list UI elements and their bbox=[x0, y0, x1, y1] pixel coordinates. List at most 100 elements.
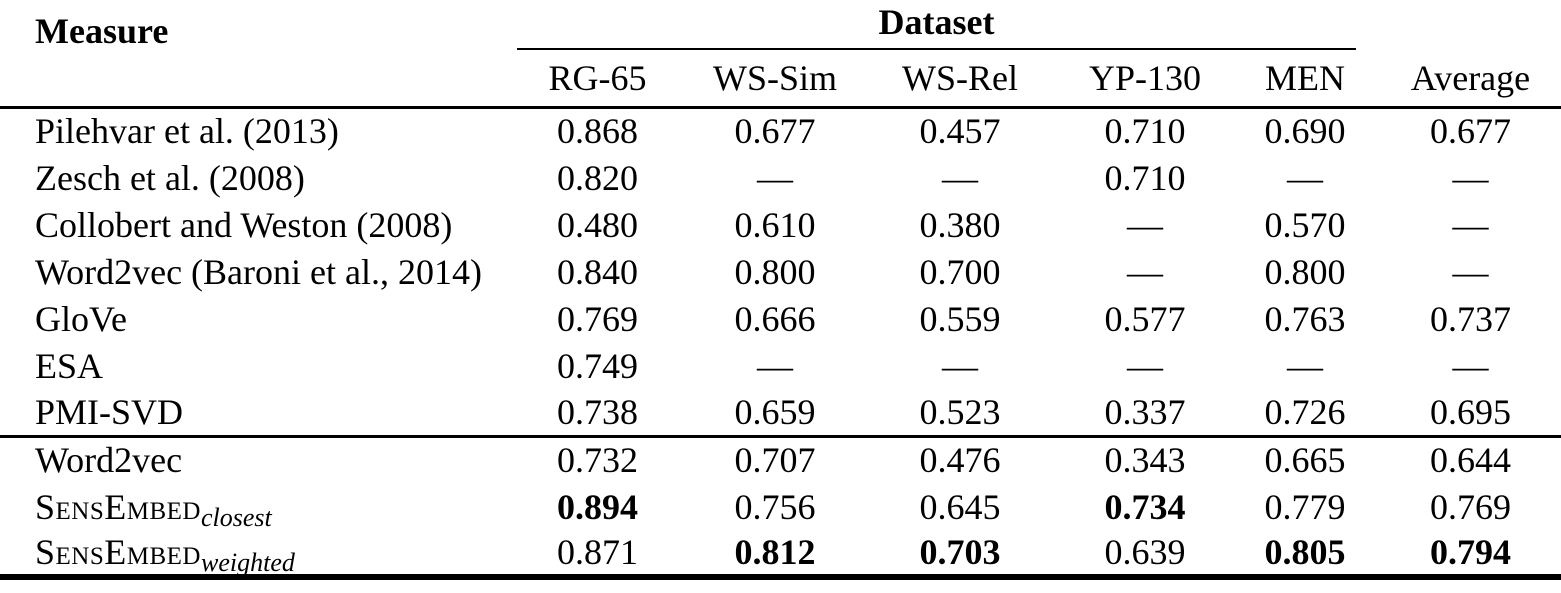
cell-value: 0.737 bbox=[1430, 298, 1512, 339]
column-header-rg65: RG-65 bbox=[505, 50, 690, 109]
cell-value: 0.710 bbox=[1104, 111, 1186, 152]
row-label: SensEmbedclosest bbox=[0, 483, 505, 532]
results-table: Measure Dataset RG-65 WS-Sim WS-Rel YP-1… bbox=[0, 0, 1561, 580]
cell-value: — bbox=[1452, 157, 1489, 198]
cell-value: 0.570 bbox=[1264, 204, 1346, 245]
cell-value: 0.779 bbox=[1264, 486, 1346, 527]
cell-value: — bbox=[1127, 345, 1163, 386]
cell-value: 0.820 bbox=[557, 157, 638, 198]
cell-value: 0.690 bbox=[1264, 111, 1346, 152]
column-header-row: RG-65 WS-Sim WS-Rel YP-130 MEN Average bbox=[0, 50, 1561, 109]
table-header: Measure Dataset RG-65 WS-Sim WS-Rel YP-1… bbox=[0, 0, 1561, 109]
cell-value: — bbox=[1452, 345, 1489, 386]
cell-value: — bbox=[942, 345, 978, 386]
column-header-wssim: WS-Sim bbox=[690, 50, 860, 109]
table-row: Word2vec 0.732 0.707 0.476 0.343 0.665 0… bbox=[0, 436, 1561, 483]
cell-value: — bbox=[757, 345, 793, 386]
header-group-row: Measure Dataset bbox=[0, 0, 1561, 109]
cell-value: 0.577 bbox=[1104, 298, 1186, 339]
cell-value: 0.800 bbox=[734, 251, 816, 292]
row-label: Word2vec (Baroni et al., 2014) bbox=[35, 251, 482, 292]
cell-value: 0.794 bbox=[1380, 530, 1561, 580]
cell-value: 0.677 bbox=[1430, 111, 1512, 152]
cell-value: 0.800 bbox=[1264, 251, 1346, 292]
table-row: Word2vec (Baroni et al., 2014) 0.840 0.8… bbox=[0, 248, 1561, 295]
cell-value: 0.343 bbox=[1104, 440, 1186, 481]
cell-value: 0.710 bbox=[1104, 157, 1186, 198]
cell-value: 0.871 bbox=[505, 530, 690, 580]
cell-value: 0.480 bbox=[557, 204, 638, 245]
cell-value: 0.665 bbox=[1264, 440, 1346, 481]
table-row: Pilehvar et al. (2013) 0.868 0.677 0.457… bbox=[0, 107, 1561, 154]
cell-value: 0.666 bbox=[734, 298, 816, 339]
cell-value: 0.645 bbox=[919, 486, 1001, 527]
dataset-group-header: Dataset bbox=[505, 0, 1380, 50]
cell-value: 0.523 bbox=[860, 389, 1060, 438]
sensembed-variant: weighted bbox=[200, 548, 295, 577]
section-sensembed-systems: Word2vec 0.732 0.707 0.476 0.343 0.665 0… bbox=[0, 436, 1561, 580]
sensembed-name: SensEmbed bbox=[35, 532, 201, 572]
measure-column-header: Measure bbox=[0, 0, 505, 109]
cell-value: 0.457 bbox=[919, 111, 1001, 152]
dataset-group-label: Dataset bbox=[878, 2, 995, 42]
cell-value: 0.677 bbox=[734, 111, 816, 152]
row-label: PMI-SVD bbox=[0, 389, 505, 438]
cell-value: 0.769 bbox=[557, 298, 638, 339]
cell-value: 0.559 bbox=[919, 298, 1001, 339]
section-comparison-systems: Pilehvar et al. (2013) 0.868 0.677 0.457… bbox=[0, 107, 1561, 438]
cell-value: 0.726 bbox=[1230, 389, 1381, 438]
table-row: GloVe 0.769 0.666 0.559 0.577 0.763 0.73… bbox=[0, 295, 1561, 342]
cell-value: 0.610 bbox=[734, 204, 816, 245]
row-label: Pilehvar et al. (2013) bbox=[35, 111, 339, 152]
cell-value: — bbox=[1127, 204, 1163, 245]
column-header-yp130: YP-130 bbox=[1060, 50, 1230, 109]
cell-value: 0.763 bbox=[1264, 298, 1346, 339]
cell-value: 0.695 bbox=[1380, 389, 1561, 438]
row-label: Word2vec bbox=[35, 440, 183, 481]
table-row: Zesch et al. (2008) 0.820 — — 0.710 — — bbox=[0, 154, 1561, 201]
cell-value: 0.639 bbox=[1060, 530, 1230, 580]
cell-value: 0.894 bbox=[557, 486, 638, 527]
average-spacer bbox=[1380, 0, 1561, 50]
column-header-average: Average bbox=[1380, 50, 1561, 109]
dataset-group-rule: Dataset bbox=[517, 1, 1357, 50]
cell-value: 0.644 bbox=[1430, 440, 1512, 481]
cell-value: 0.707 bbox=[734, 440, 816, 481]
sensembed-variant: closest bbox=[200, 502, 272, 532]
cell-value: 0.840 bbox=[557, 251, 638, 292]
cell-value: — bbox=[1452, 251, 1489, 292]
cell-value: — bbox=[757, 157, 793, 198]
row-label: Collobert and Weston (2008) bbox=[35, 204, 453, 245]
row-label: SensEmbedweighted bbox=[0, 530, 505, 580]
table-row: Collobert and Weston (2008) 0.480 0.610 … bbox=[0, 201, 1561, 248]
cell-value: — bbox=[1127, 251, 1163, 292]
cell-value: 0.476 bbox=[919, 440, 1001, 481]
cell-value: 0.805 bbox=[1230, 530, 1381, 580]
cell-value: 0.734 bbox=[1104, 486, 1186, 527]
table-row: SensEmbedclosest 0.894 0.756 0.645 0.734… bbox=[0, 483, 1561, 532]
table-row: PMI-SVD 0.738 0.659 0.523 0.337 0.726 0.… bbox=[0, 389, 1561, 438]
row-label: Zesch et al. (2008) bbox=[35, 157, 305, 198]
cell-value: 0.732 bbox=[557, 440, 638, 481]
cell-value: — bbox=[1452, 204, 1489, 245]
cell-value: — bbox=[1287, 157, 1323, 198]
table-row: SensEmbedweighted 0.871 0.812 0.703 0.63… bbox=[0, 530, 1561, 580]
row-label: ESA bbox=[35, 345, 104, 386]
cell-value: 0.812 bbox=[690, 530, 860, 580]
table-row: ESA 0.749 — — — — — bbox=[0, 342, 1561, 389]
sensembed-name: SensEmbed bbox=[35, 486, 201, 527]
row-label: GloVe bbox=[35, 298, 127, 339]
cell-value: 0.380 bbox=[919, 204, 1001, 245]
cell-value: 0.703 bbox=[860, 530, 1060, 580]
column-header-wsrel: WS-Rel bbox=[860, 50, 1060, 109]
cell-value: 0.337 bbox=[1060, 389, 1230, 438]
cell-value: 0.749 bbox=[557, 345, 638, 386]
cell-value: 0.769 bbox=[1430, 486, 1512, 527]
cell-value: 0.700 bbox=[919, 251, 1001, 292]
cell-value: — bbox=[942, 157, 978, 198]
cell-value: — bbox=[1287, 345, 1323, 386]
cell-value: 0.756 bbox=[734, 486, 816, 527]
column-header-men: MEN bbox=[1230, 50, 1381, 109]
cell-value: 0.868 bbox=[557, 111, 638, 152]
